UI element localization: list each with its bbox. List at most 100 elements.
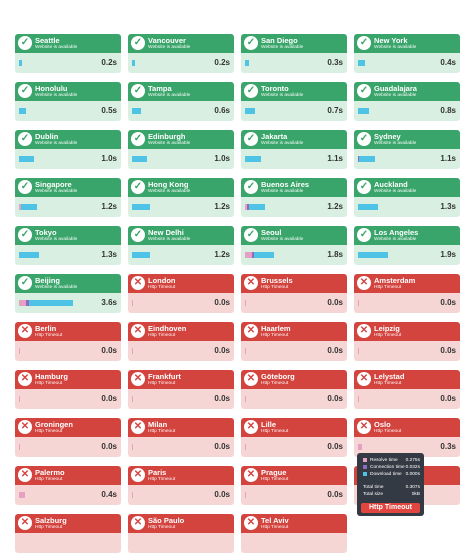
- location-card[interactable]: ✓ Seattle Website is available 0.2s: [15, 34, 121, 73]
- location-card[interactable]: ✕ Groningen Http Timeout 0.0s: [15, 418, 121, 457]
- resolve-segment: [358, 396, 359, 402]
- location-card[interactable]: ✕ Paris Http Timeout 0.0s: [128, 466, 234, 505]
- location-card[interactable]: ✓ Guadalajara Website is available 0.8s: [354, 82, 460, 121]
- status-message: Website is available: [374, 45, 417, 50]
- location-card[interactable]: ✓ Los Angeles Website is available 1.9s: [354, 226, 460, 265]
- location-card[interactable]: ✕ Tel Aviv Http Timeout: [241, 514, 347, 553]
- card-header: ✕ Prague Http Timeout: [241, 466, 347, 485]
- close-icon: ✕: [131, 276, 145, 290]
- location-card[interactable]: ✓ Vancouver Website is available 0.2s: [128, 34, 234, 73]
- location-card[interactable]: ✕ Haarlem Http Timeout 0.0s: [241, 322, 347, 361]
- timing-bar: [245, 444, 246, 450]
- status-message: Http Timeout: [35, 477, 63, 482]
- timing-bar: [245, 396, 246, 402]
- location-card[interactable]: ✓ Singapore Website is available 1.2s: [15, 178, 121, 217]
- location-card[interactable]: ✓ Jakarta Website is available 1.1s: [241, 130, 347, 169]
- check-icon: ✓: [131, 36, 145, 50]
- location-card[interactable]: ✕ Amsterdam Http Timeout 0.0s: [354, 274, 460, 313]
- location-card[interactable]: ✓ Beijing Website is available 3.6s: [15, 274, 121, 313]
- location-card[interactable]: ✓ Edinburgh Website is available 1.0s: [128, 130, 234, 169]
- timing-bar: [358, 108, 369, 114]
- location-card[interactable]: ✕ Prague Http Timeout 0.0s: [241, 466, 347, 505]
- timing-bar: [245, 300, 246, 306]
- city-name: Auckland: [374, 180, 408, 189]
- location-card[interactable]: ✓ Toronto Website is available 0.7s: [241, 82, 347, 121]
- status-message: Http Timeout: [148, 477, 176, 482]
- city-name: London: [148, 276, 176, 285]
- tooltip-label: Download time: [370, 471, 402, 477]
- check-icon: ✓: [18, 84, 32, 98]
- city-name: Singapore: [35, 180, 72, 189]
- check-icon: ✓: [357, 180, 371, 194]
- status-message: Website is available: [35, 141, 78, 146]
- location-card[interactable]: ✓ New Delhi Website is available 1.2s: [128, 226, 234, 265]
- status-message: Website is available: [148, 189, 191, 194]
- location-card[interactable]: ✕ Salzburg Http Timeout: [15, 514, 121, 553]
- status-message: Http Timeout: [374, 381, 402, 386]
- response-time: 0.3s: [440, 442, 456, 451]
- city-name: Brussels: [261, 276, 293, 285]
- timing-bar: [132, 156, 147, 162]
- location-card[interactable]: ✕ Göteborg Http Timeout 0.0s: [241, 370, 347, 409]
- city-name: New York: [374, 36, 408, 45]
- resolve-segment: [19, 492, 25, 498]
- card-timing: 0.0s: [128, 341, 234, 361]
- status-message: Http Timeout: [261, 477, 289, 482]
- total-time-label: Total time: [363, 484, 384, 490]
- location-card[interactable]: ✕ Lelystad Http Timeout 0.0s: [354, 370, 460, 409]
- location-card[interactable]: ✓ Buenos Aires Website is available 1.2s: [241, 178, 347, 217]
- location-card[interactable]: ✕ Eindhoven Http Timeout 0.0s: [128, 322, 234, 361]
- location-card[interactable]: ✓ Tokyo Website is available 1.3s: [15, 226, 121, 265]
- check-icon: ✓: [244, 132, 258, 146]
- location-card[interactable]: ✓ Dublin Website is available 1.0s: [15, 130, 121, 169]
- location-card[interactable]: ✓ Honolulu Website is available 0.5s: [15, 82, 121, 121]
- card-header: ✕ Frankfurt Http Timeout: [128, 370, 234, 389]
- timing-bar: [132, 60, 135, 66]
- close-icon: ✕: [244, 372, 258, 386]
- check-icon: ✓: [18, 228, 32, 242]
- location-card[interactable]: ✕ Palermo Http Timeout 0.4s: [15, 466, 121, 505]
- location-card[interactable]: ✕ Milan Http Timeout 0.0s: [128, 418, 234, 457]
- location-card[interactable]: ✕ Hamburg Http Timeout 0.0s: [15, 370, 121, 409]
- download-segment: [245, 108, 255, 114]
- check-icon: ✓: [18, 276, 32, 290]
- location-card[interactable]: ✕ Lille Http Timeout 0.0s: [241, 418, 347, 457]
- city-name: Groningen: [35, 420, 73, 429]
- response-time: 0.7s: [327, 106, 343, 115]
- location-card[interactable]: ✕ Brussels Http Timeout 0.0s: [241, 274, 347, 313]
- location-card[interactable]: ✕ Oslo Http Timeout 0.3s: [354, 418, 460, 457]
- location-card[interactable]: ✓ New York Website is available 0.4s: [354, 34, 460, 73]
- card-header: ✕ Salzburg Http Timeout: [15, 514, 121, 533]
- location-card[interactable]: ✕ Frankfurt Http Timeout 0.0s: [128, 370, 234, 409]
- location-card[interactable]: ✕ London Http Timeout 0.0s: [128, 274, 234, 313]
- location-card[interactable]: ✕ São Paulo Http Timeout: [128, 514, 234, 553]
- timing-bar: [358, 396, 359, 402]
- card-timing: 0.0s: [241, 437, 347, 457]
- tooltip-status-badge: Http Timeout: [361, 503, 420, 513]
- resolve-segment: [245, 348, 246, 354]
- location-card[interactable]: ✓ Hong Kong Website is available 1.2s: [128, 178, 234, 217]
- timing-bar: [19, 492, 25, 498]
- location-card[interactable]: ✓ Auckland Website is available 1.3s: [354, 178, 460, 217]
- location-card[interactable]: ✕ Leipzig Http Timeout 0.0s: [354, 322, 460, 361]
- location-card[interactable]: ✓ San Diego Website is available 0.3s: [241, 34, 347, 73]
- card-header: ✕ Palermo Http Timeout: [15, 466, 121, 485]
- card-header: ✕ Oslo Http Timeout: [354, 418, 460, 437]
- card-timing: 1.3s: [354, 197, 460, 217]
- tooltip-label: Connection time: [370, 464, 405, 470]
- card-header: ✕ Göteborg Http Timeout: [241, 370, 347, 389]
- card-header: ✕ Lille Http Timeout: [241, 418, 347, 437]
- card-header: ✕ Tel Aviv Http Timeout: [241, 514, 347, 533]
- location-card[interactable]: ✓ Sydney Website is available 1.1s: [354, 130, 460, 169]
- location-card[interactable]: ✕ Berlin Http Timeout 0.0s: [15, 322, 121, 361]
- card-timing: 1.1s: [241, 149, 347, 169]
- timing-bar: [19, 156, 34, 162]
- download-swatch: [363, 472, 367, 476]
- card-header: ✕ Amsterdam Http Timeout: [354, 274, 460, 293]
- response-time: 0.6s: [214, 106, 230, 115]
- location-card[interactable]: ✓ Tampa Website is available 0.6s: [128, 82, 234, 121]
- location-card[interactable]: ✓ Seoul Website is available 1.8s: [241, 226, 347, 265]
- card-timing: 3.6s: [15, 293, 121, 313]
- status-message: Http Timeout: [148, 333, 176, 338]
- card-header: ✓ Tampa Website is available: [128, 82, 234, 101]
